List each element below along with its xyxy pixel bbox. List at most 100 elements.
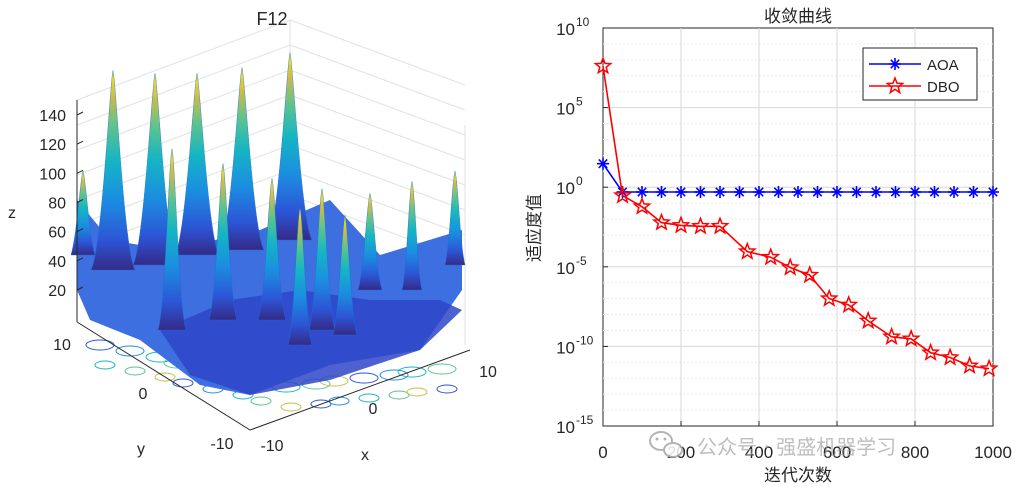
pentagram-marker: [885, 75, 905, 95]
x-tick-label: 1000: [974, 443, 1012, 462]
y-tick-label: 10: [556, 338, 575, 357]
y-tick-exponent: -15: [576, 413, 594, 427]
y-tick-exponent: -5: [576, 254, 587, 268]
x-tick-label: -10: [260, 438, 283, 455]
asterisk-marker: [772, 185, 785, 198]
z-tick-label: 60: [48, 225, 66, 242]
x-tick-label: 400: [745, 443, 773, 462]
marker-stroke: [890, 187, 901, 197]
pentagram-marker: [710, 216, 730, 235]
asterisk-marker: [909, 185, 921, 198]
z-tick-label: 140: [39, 108, 66, 125]
pentagram-marker: [940, 347, 960, 366]
surface-xlabel: x: [361, 447, 369, 464]
contour-ellipse: [172, 378, 194, 388]
y-tick-exponent: 0: [576, 174, 583, 188]
y-tick-label: 10: [556, 418, 575, 437]
marker-stroke: [715, 187, 725, 197]
pentagram-marker: [881, 326, 902, 346]
z-tick-mark: [76, 140, 84, 145]
surface-peak: [332, 214, 358, 336]
marker-stroke: [676, 187, 686, 197]
surface-peak: [257, 177, 287, 321]
surface-peak: [174, 72, 220, 256]
contour-ellipse: [280, 402, 302, 412]
pentagram-marker: [761, 247, 781, 266]
asterisk-marker: [792, 185, 804, 198]
asterisk-marker: [831, 185, 843, 198]
y-tick-exponent: 10: [576, 15, 590, 29]
marker-stroke: [871, 187, 881, 197]
wall-grid-line: [289, 44, 466, 111]
wall-grid-line: [289, 94, 466, 161]
marker-stroke: [832, 187, 842, 197]
pentagram-marker: [839, 294, 859, 314]
y-tick-label: 10: [556, 259, 575, 278]
contour-ellipse: [154, 372, 176, 382]
z-tick-mark: [76, 228, 84, 233]
marker-stroke: [949, 187, 959, 197]
y-tick-label: 10: [556, 179, 575, 198]
watermark: 公众号 · 强盛机器学习: [649, 431, 896, 459]
marker-stroke: [793, 187, 803, 197]
y-tick-label: -10: [210, 436, 233, 453]
x-tick-label: 800: [901, 443, 929, 462]
contour-ellipse: [115, 345, 145, 357]
contour-ellipse: [124, 366, 146, 376]
pentagram-marker: [671, 215, 691, 234]
y-tick-label: 0: [139, 386, 148, 403]
wall-grid-line: [289, 19, 466, 86]
marker-stroke: [968, 187, 979, 197]
asterisk-marker: [889, 58, 901, 70]
pentagram-marker: [632, 196, 652, 215]
wall-grid-line: [76, 19, 291, 101]
z-tick-mark: [76, 169, 84, 174]
marker-stroke: [890, 59, 900, 69]
contour-ellipse: [250, 396, 272, 406]
asterisk-marker: [928, 185, 941, 198]
asterisk-marker: [811, 185, 824, 198]
asterisk-marker: [870, 185, 882, 198]
asterisk-marker: [850, 185, 863, 198]
x-tick-label: 0: [598, 443, 607, 462]
surface-axes-frame: [76, 100, 471, 431]
surface-peak: [267, 51, 313, 241]
contour-ellipse: [85, 339, 115, 351]
surface-peak: [287, 207, 313, 346]
surface-mesh: [70, 51, 466, 395]
asterisk-marker: [753, 185, 765, 198]
pentagram-marker: [690, 216, 711, 235]
y-tick-exponent: 5: [576, 95, 583, 109]
convergence-ylabel: 适应度值: [525, 194, 545, 262]
pentagram-marker: [959, 355, 980, 374]
contour-ellipse: [328, 396, 350, 406]
pentagram-marker: [920, 342, 941, 361]
marker-stroke: [812, 187, 823, 197]
asterisk-marker: [733, 185, 746, 198]
z-tick-label: 100: [39, 166, 66, 183]
asterisk-marker: [987, 185, 999, 198]
surface-peak: [308, 188, 336, 331]
marker-stroke: [598, 158, 608, 169]
contour-ellipse: [427, 363, 457, 375]
asterisk-marker: [636, 185, 648, 198]
asterisk-marker: [714, 185, 726, 198]
surface-ylabel: y: [137, 441, 145, 458]
contour-ellipse: [349, 372, 379, 384]
surface-y-ticks: 10 0 -10: [53, 337, 234, 453]
marker-stroke: [929, 187, 940, 197]
wall-grid-line: [289, 119, 466, 186]
asterisk-marker: [948, 185, 960, 198]
wechat-icon: [649, 431, 683, 458]
pentagram-marker: [979, 358, 999, 377]
z-tick-mark: [76, 111, 84, 116]
pentagram-marker: [612, 185, 633, 204]
z-tick-label: 20: [48, 283, 66, 300]
convergence-xlabel: 迭代次数: [764, 466, 832, 486]
surface-z-ticks: 20 40 60 80 100 120 140: [39, 108, 84, 300]
wall-grid-line: [289, 144, 466, 211]
asterisk-marker: [675, 185, 687, 198]
z-tick-mark: [76, 257, 84, 262]
